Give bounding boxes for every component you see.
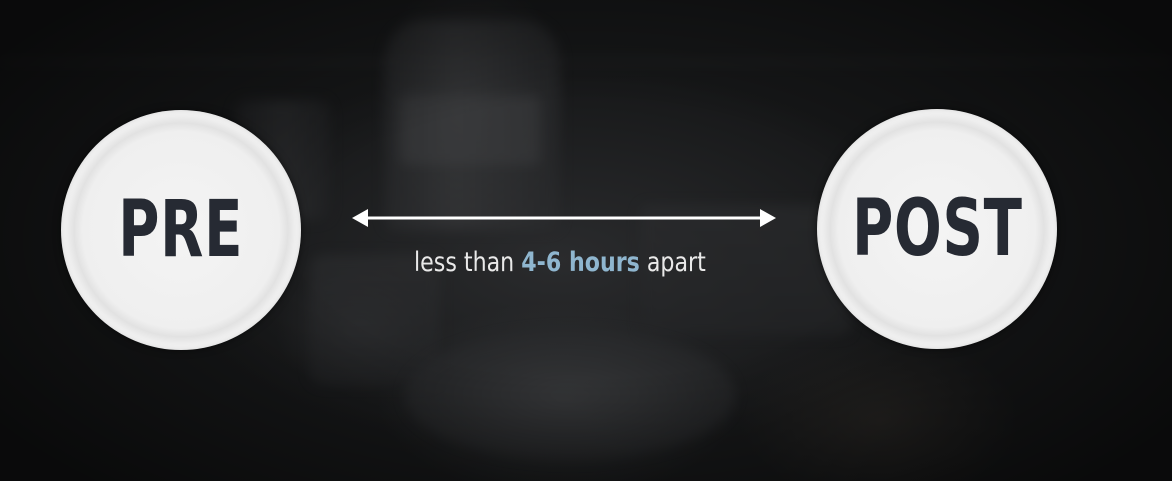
pre-label: PRE: [118, 185, 244, 275]
caption-suffix: apart: [639, 247, 706, 278]
caption-prefix: less than: [414, 247, 522, 278]
timing-caption: less than 4-6 hours apart: [360, 247, 760, 278]
double-headed-arrow-icon: [352, 209, 776, 227]
caption-line: less than 4-6 hours apart: [414, 247, 706, 278]
caption-highlight: 4-6 hours: [521, 247, 640, 278]
pre-plate: PRE: [61, 110, 301, 350]
post-plate: POST: [817, 109, 1057, 349]
post-label: POST: [851, 184, 1023, 274]
